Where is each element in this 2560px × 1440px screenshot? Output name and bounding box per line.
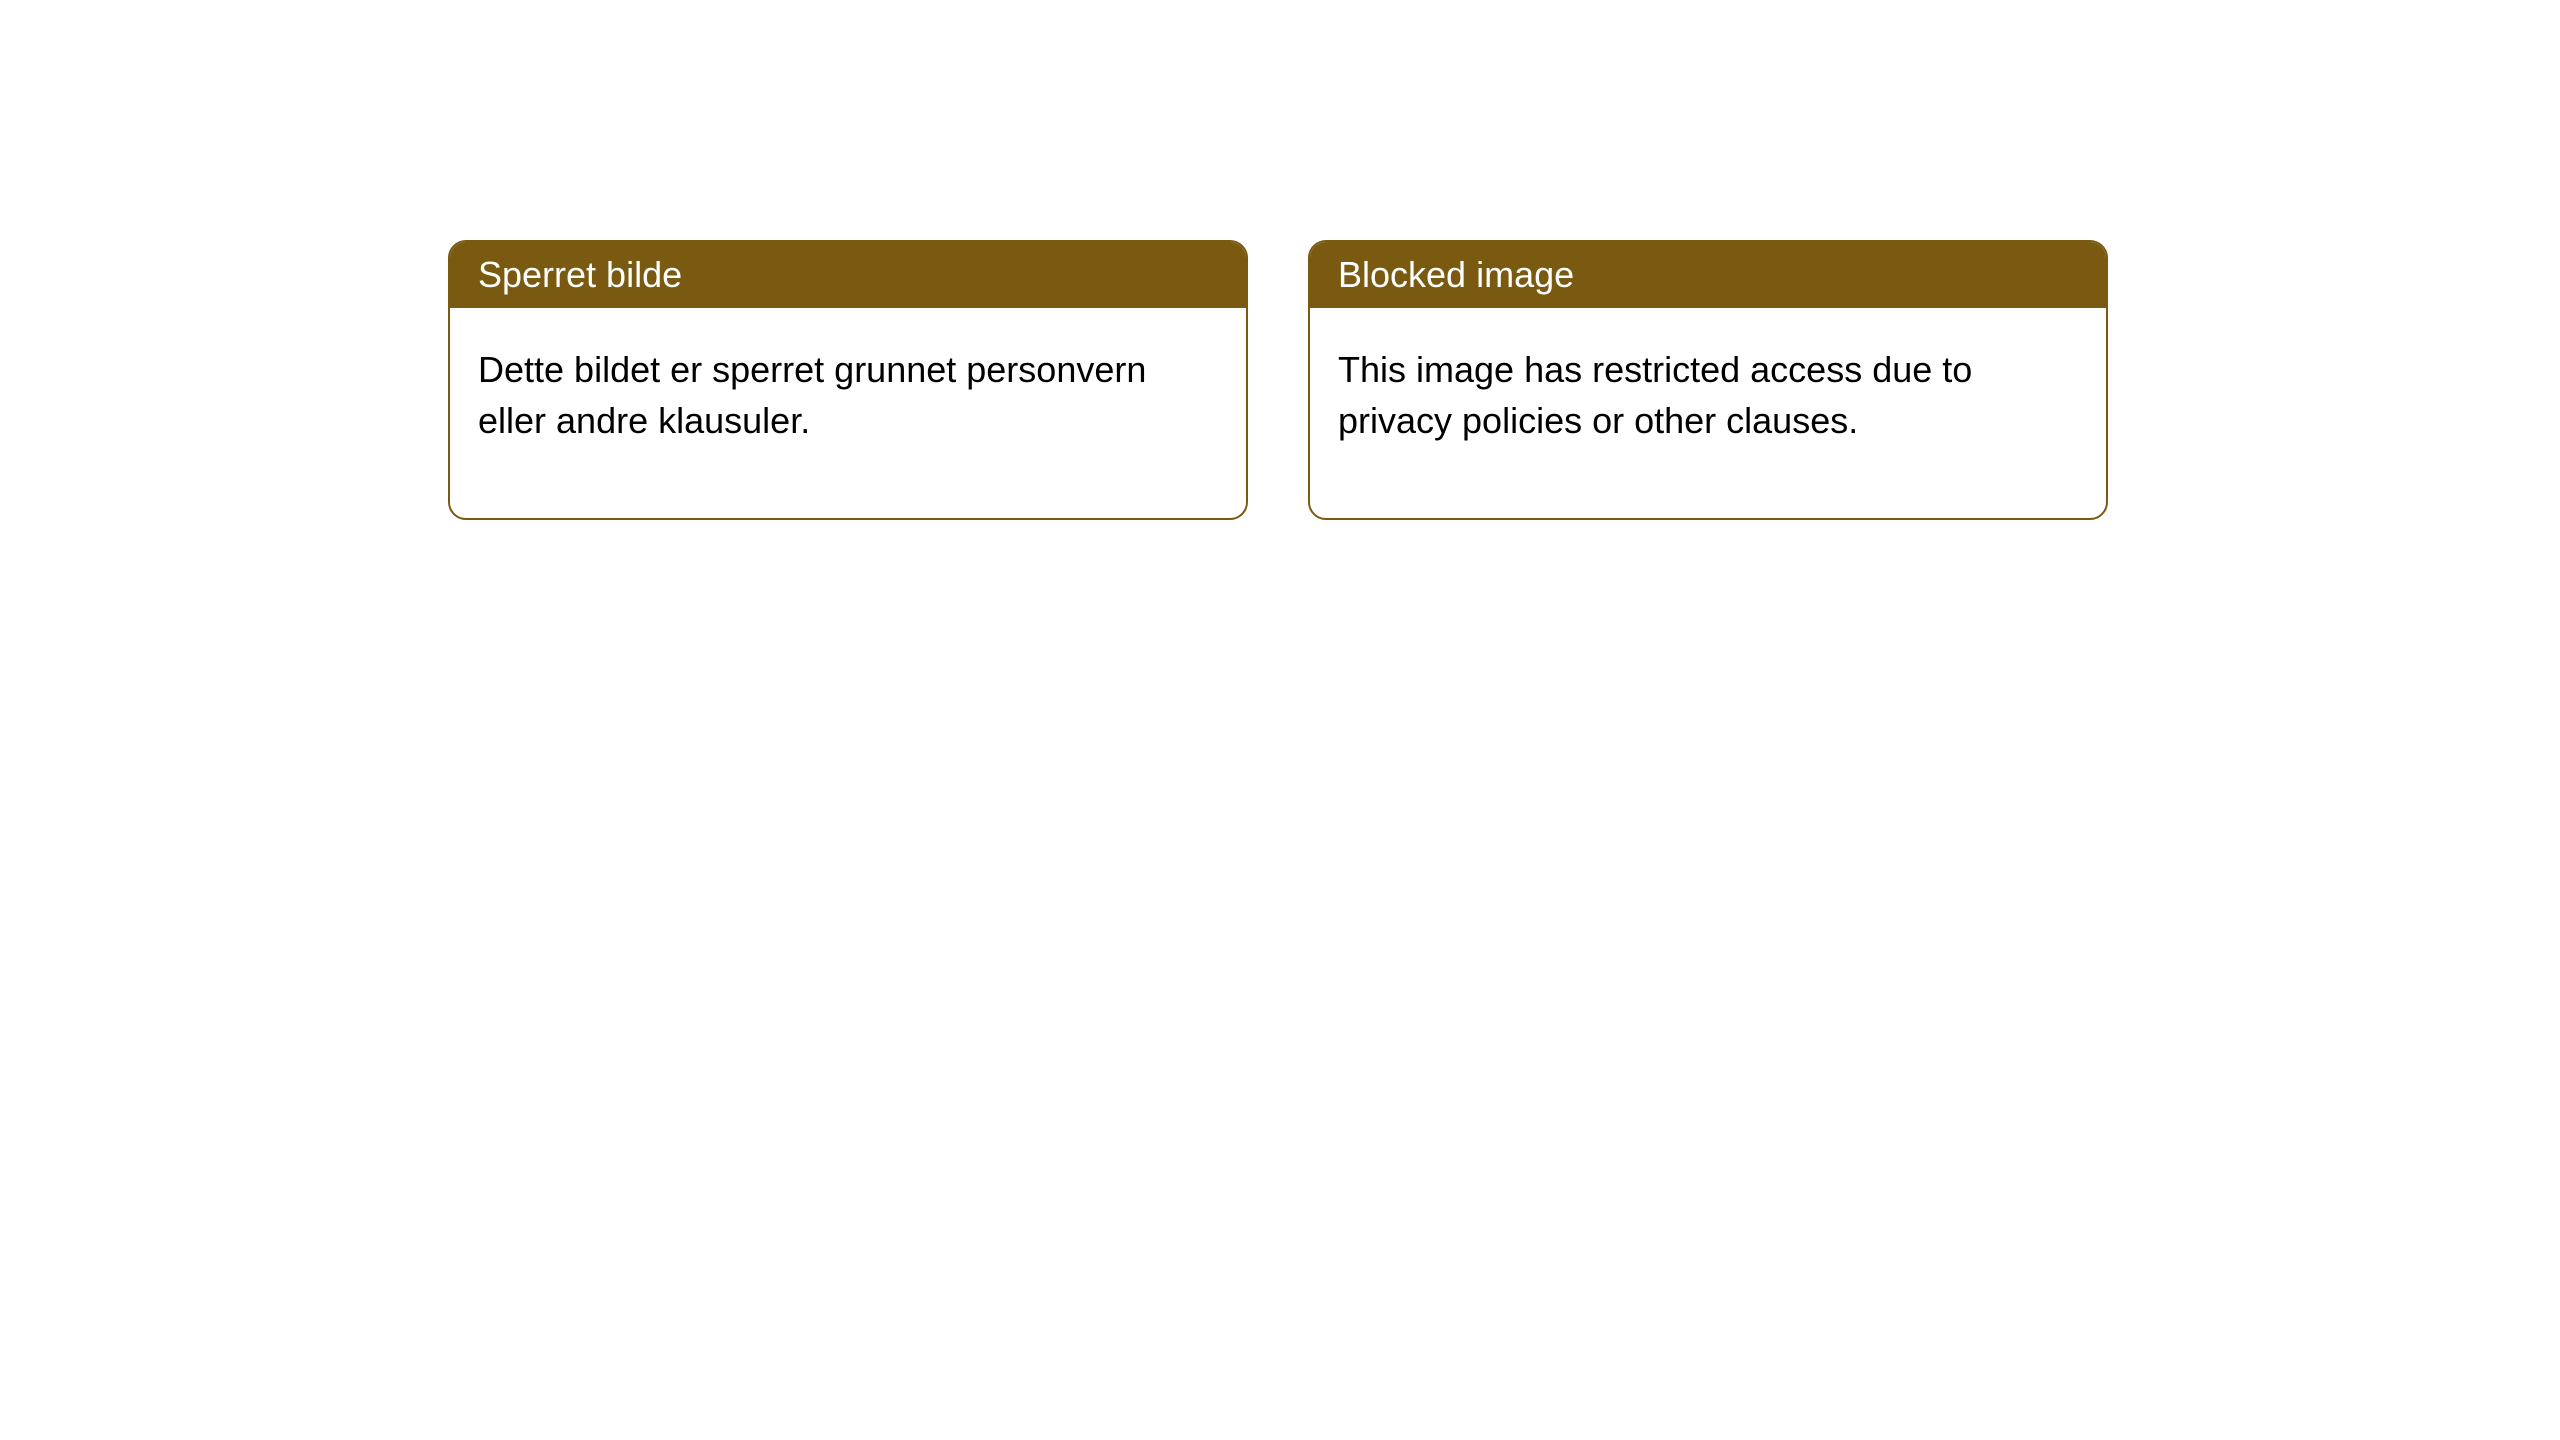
card-body-no: Dette bildet er sperret grunnet personve… [450, 308, 1246, 518]
card-header-en: Blocked image [1310, 242, 2106, 308]
card-header-no: Sperret bilde [450, 242, 1246, 308]
card-body-en: This image has restricted access due to … [1310, 308, 2106, 518]
blocked-image-card-en: Blocked image This image has restricted … [1308, 240, 2108, 520]
cards-container: Sperret bilde Dette bildet er sperret gr… [0, 0, 2560, 520]
blocked-image-card-no: Sperret bilde Dette bildet er sperret gr… [448, 240, 1248, 520]
